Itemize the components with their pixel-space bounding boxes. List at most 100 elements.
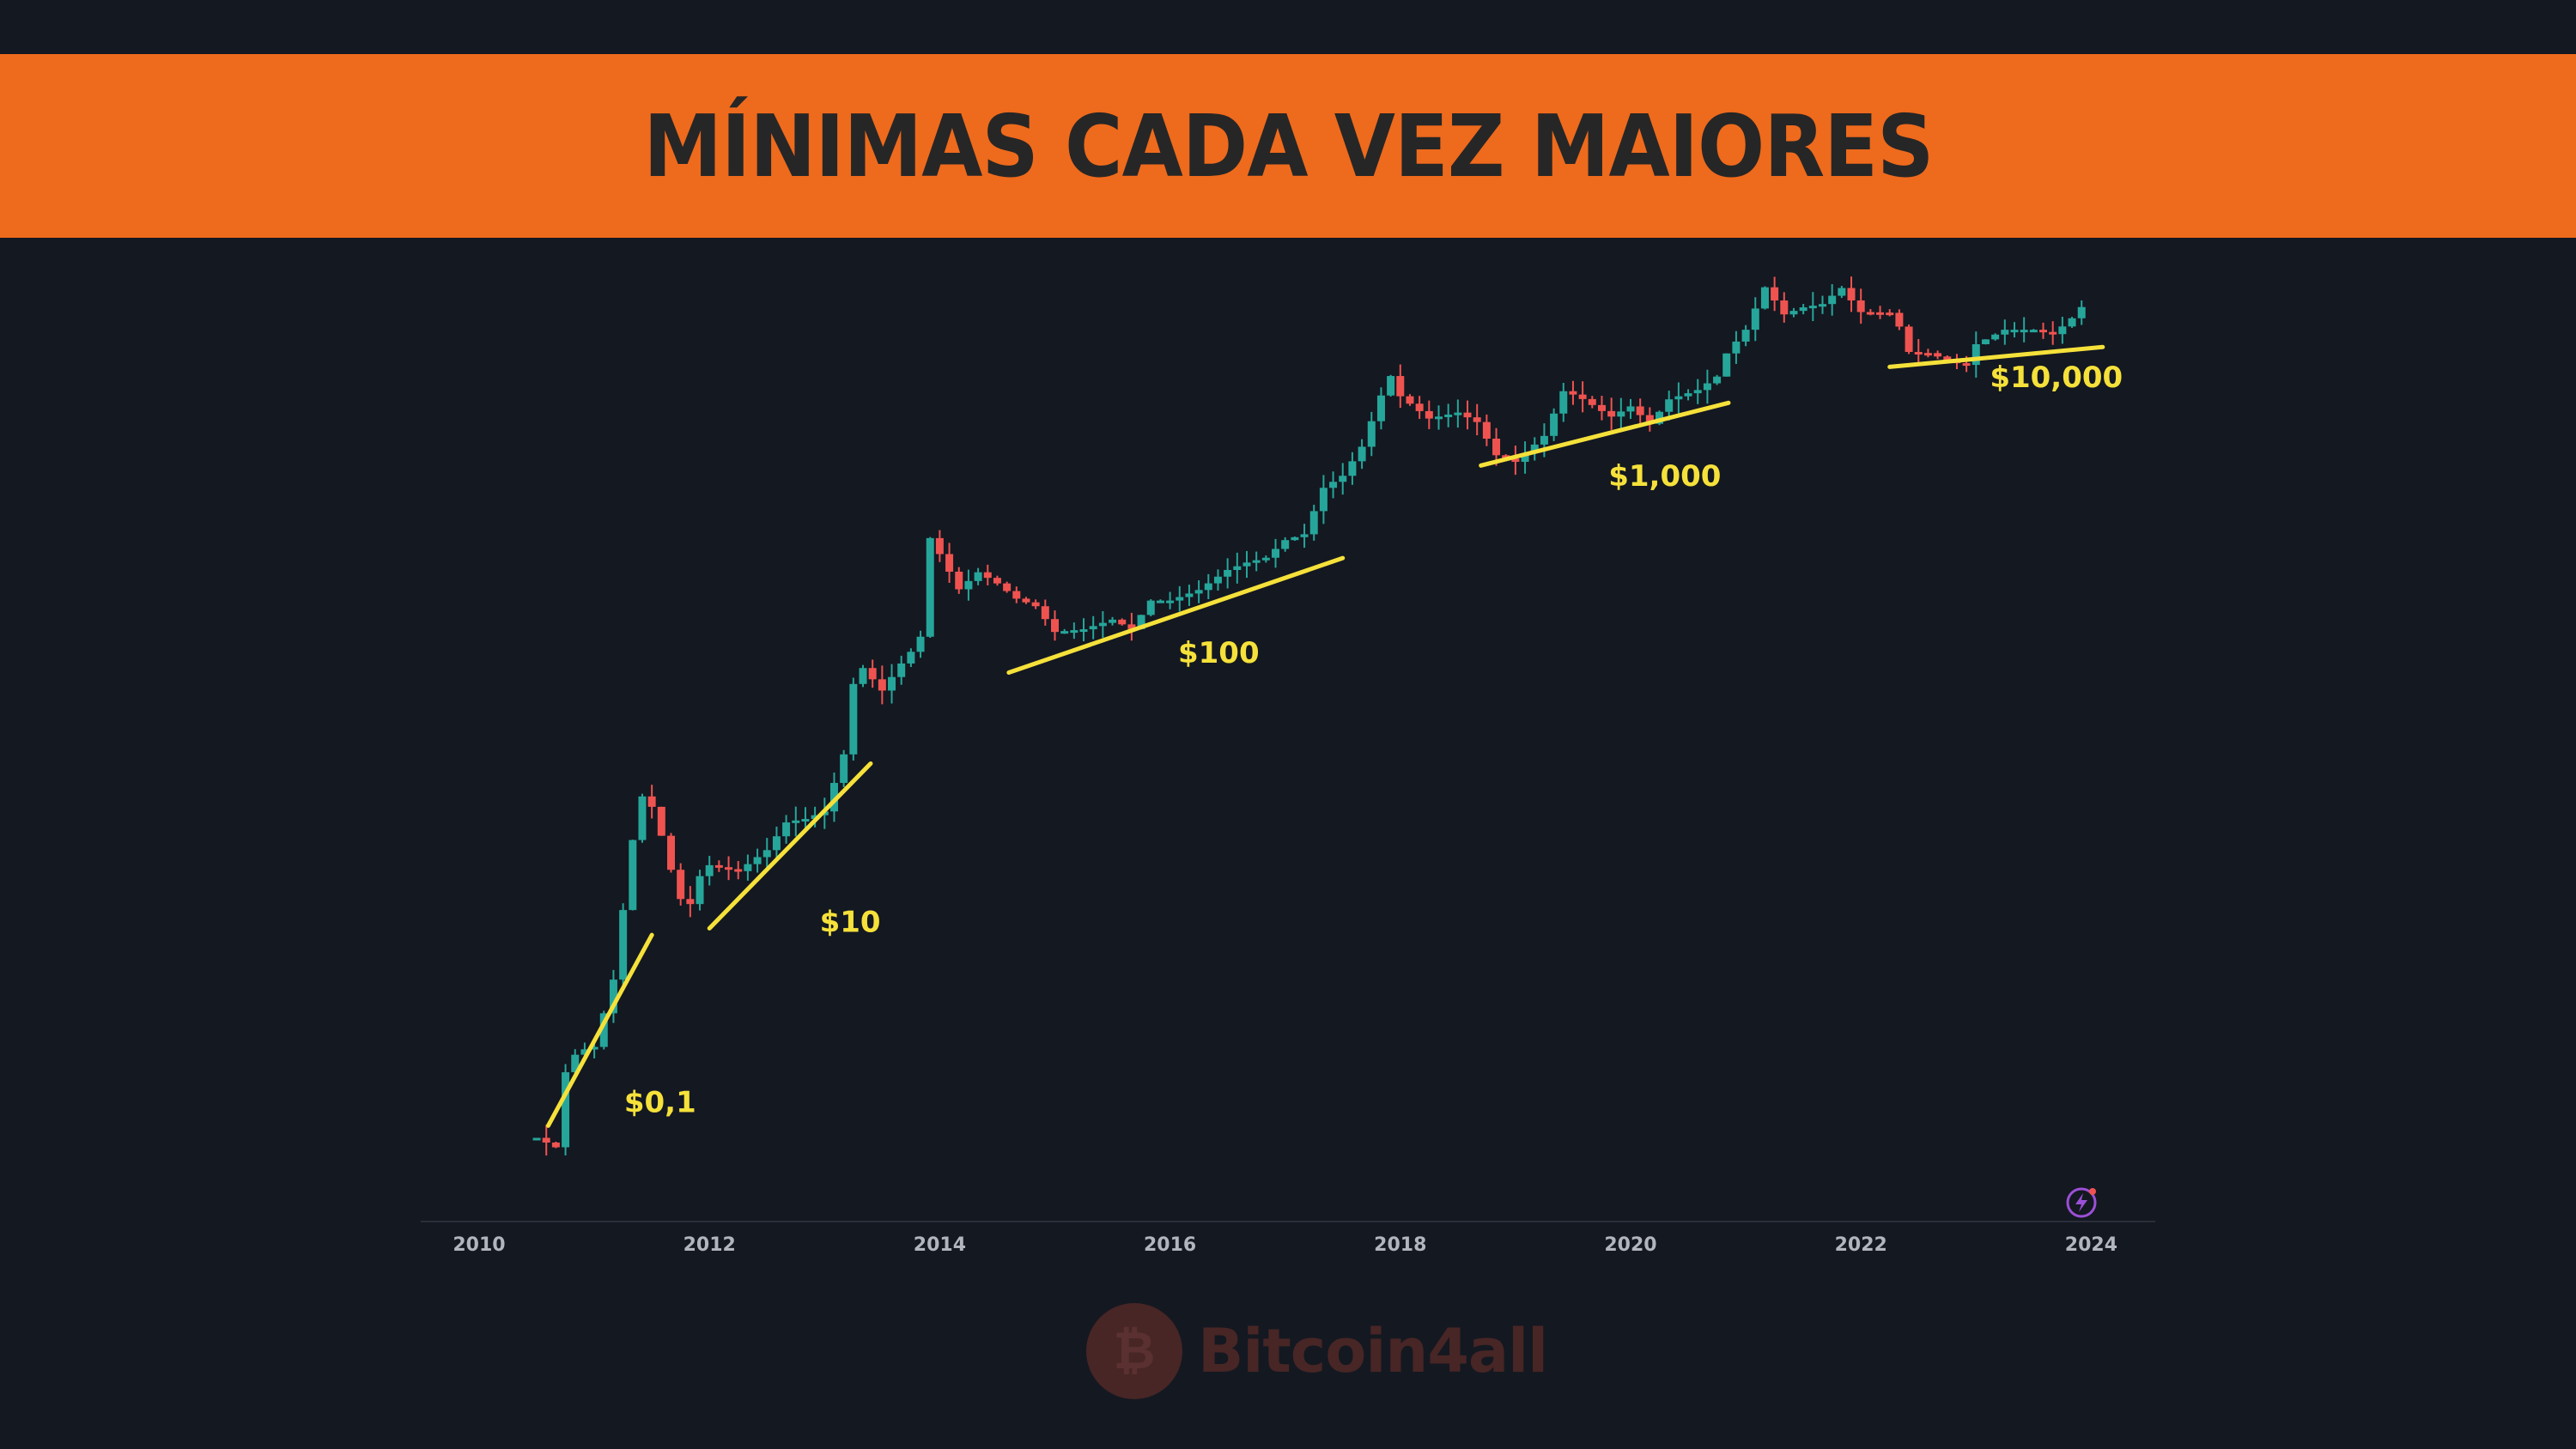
candle-body — [753, 857, 762, 864]
x-tick-label: 2014 — [914, 1234, 966, 1256]
candle-body — [1060, 631, 1069, 634]
candle — [2077, 300, 2086, 325]
candle-body — [619, 910, 628, 980]
candle — [1185, 585, 1194, 606]
candle — [1454, 399, 1462, 428]
candle — [705, 856, 714, 886]
candle — [1530, 437, 1539, 461]
candle — [1127, 612, 1136, 641]
candle-body — [945, 554, 954, 572]
candle-body — [1185, 593, 1194, 597]
candle-body — [1886, 312, 1894, 316]
candle-body — [590, 1046, 598, 1050]
candle-body — [1819, 304, 1826, 307]
candle-body — [1492, 439, 1501, 456]
candle-body — [1722, 353, 1731, 377]
candle — [532, 1137, 541, 1141]
candle — [888, 664, 896, 704]
candle — [762, 838, 771, 870]
candle-body — [1319, 488, 1327, 512]
candle — [1367, 411, 1376, 457]
trendline-4 — [1479, 400, 1731, 468]
candle — [1079, 618, 1088, 642]
candle-body — [868, 668, 877, 680]
candle-body — [1751, 308, 1759, 330]
candle-body — [1051, 619, 1059, 633]
candle-body — [1176, 597, 1184, 601]
candle — [1771, 276, 1779, 312]
candle-body — [1309, 511, 1318, 535]
candle — [1636, 398, 1644, 423]
candle — [1588, 396, 1596, 409]
candle-body — [1540, 435, 1548, 445]
candle — [1272, 538, 1280, 568]
candle-body — [1146, 600, 1155, 615]
candle-body — [1876, 312, 1885, 315]
candle — [1329, 471, 1338, 499]
candle-body — [2058, 326, 2067, 335]
candle-body — [1261, 557, 1270, 561]
candle — [1876, 306, 1885, 319]
candle-body — [1118, 619, 1127, 625]
candle — [1146, 599, 1155, 616]
candle-body — [1732, 341, 1741, 354]
candle-body — [1204, 583, 1212, 591]
candle — [1732, 330, 1741, 364]
candle-body — [1656, 411, 1664, 424]
candle — [1396, 364, 1405, 409]
candle — [2068, 317, 2076, 328]
candle — [1569, 380, 1577, 405]
candle-body — [1127, 624, 1136, 629]
candle — [1415, 396, 1424, 419]
candle — [964, 569, 973, 601]
candle — [1358, 439, 1366, 470]
candle — [1866, 309, 1874, 316]
candle — [1406, 394, 1414, 406]
candle-body — [1502, 455, 1510, 459]
candle-body — [1329, 482, 1338, 488]
candle-body — [705, 864, 714, 876]
candle-body — [1435, 416, 1443, 420]
candle-body — [1808, 306, 1817, 309]
candle — [1760, 286, 1769, 310]
candle-body — [2068, 318, 2076, 327]
candle-body — [1396, 376, 1405, 397]
candle — [1607, 397, 1616, 430]
candle-body — [1550, 413, 1558, 436]
candle — [1194, 580, 1203, 603]
candle-body — [1358, 446, 1366, 462]
candles-group — [532, 276, 2086, 1156]
candle-body — [1031, 602, 1040, 607]
candle — [1819, 295, 1826, 314]
candle-body — [1166, 600, 1175, 603]
trendline-3 — [1006, 555, 1346, 676]
candle-body — [562, 1072, 570, 1148]
candle-body — [2029, 330, 2038, 333]
candle — [1435, 405, 1443, 430]
lightning-icon[interactable] — [2064, 1185, 2099, 1220]
candle-body — [1838, 288, 1846, 296]
candle-body — [907, 652, 915, 664]
candle — [744, 854, 752, 881]
candle — [1934, 350, 1942, 360]
candle-body — [1530, 444, 1539, 453]
candle — [1213, 569, 1222, 591]
x-tick-label: 2022 — [1835, 1234, 1887, 1256]
candle-body — [1041, 606, 1049, 620]
candle — [1991, 333, 2000, 341]
candle-body — [935, 537, 944, 555]
candle-body — [1415, 403, 1424, 411]
candle — [945, 543, 954, 584]
candle-body — [1760, 287, 1769, 309]
candle — [1693, 379, 1702, 404]
candle — [1713, 374, 1722, 385]
candle — [1444, 403, 1453, 427]
candle-body — [1971, 344, 1980, 366]
candle — [1645, 407, 1654, 432]
candle — [1597, 396, 1606, 421]
candle — [562, 1064, 570, 1156]
candle-body — [1895, 312, 1904, 327]
candle-body — [1923, 353, 1932, 356]
candle-body — [762, 850, 771, 858]
candle — [1722, 353, 1731, 377]
